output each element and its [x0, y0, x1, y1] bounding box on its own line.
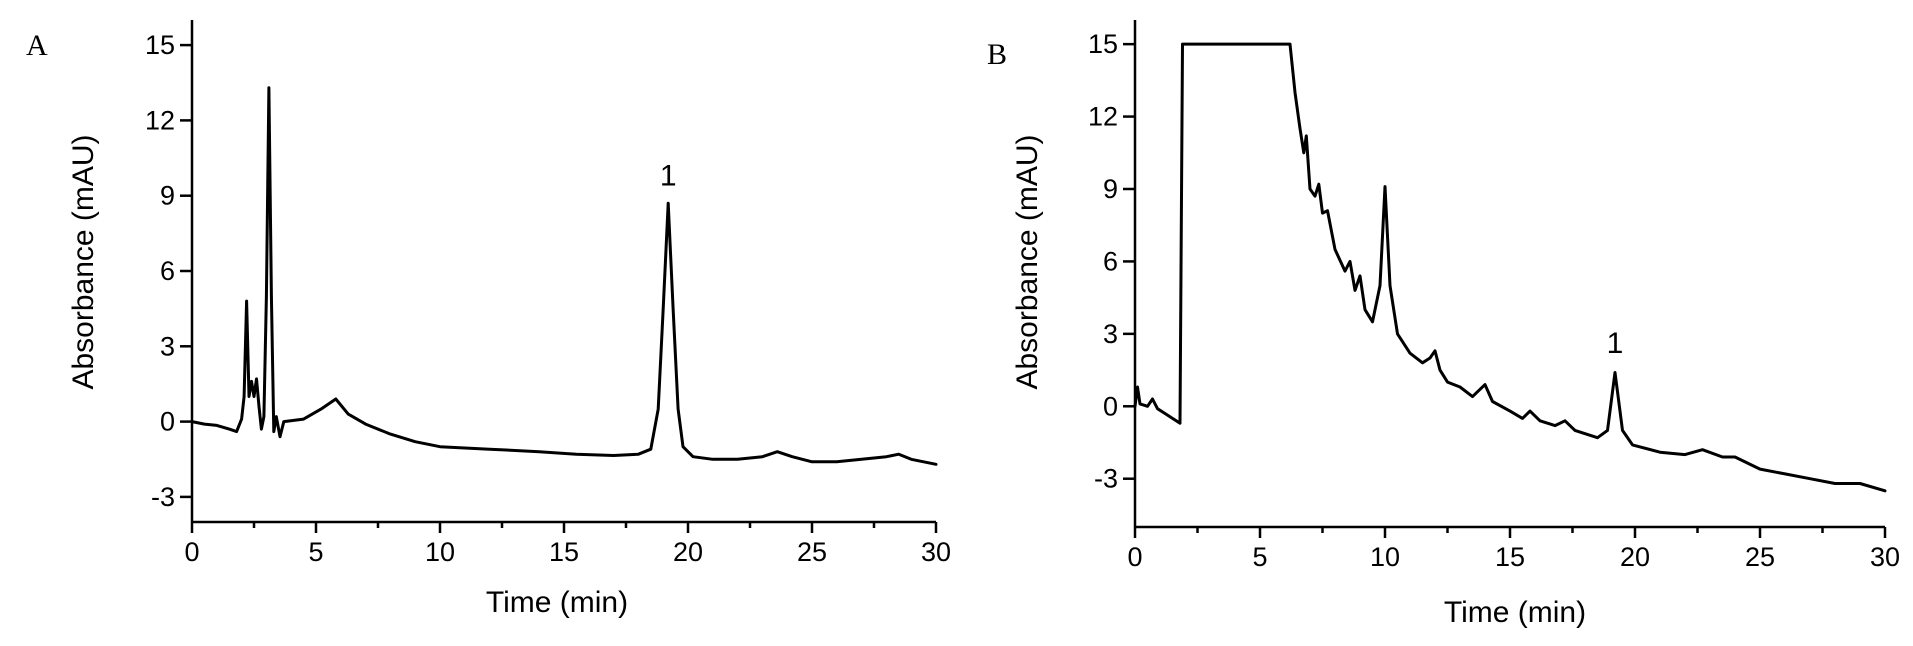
y-tick-label-a: -3 — [151, 482, 175, 512]
y-tick-label-b: 6 — [1103, 246, 1118, 276]
y-tick-label-b: 3 — [1103, 319, 1118, 349]
y-tick-label-b: 12 — [1088, 102, 1118, 132]
chart-panel-b: B Absorbance (mAU) Time (min) 0 5 10 15 20 25… — [987, 20, 1900, 629]
x-axis-label-b: Time (min) — [1444, 596, 1586, 629]
x-tick-label-b: 25 — [1745, 542, 1775, 572]
x-tick-label-a: 15 — [549, 537, 579, 567]
y-tick-label-b: 0 — [1103, 391, 1118, 421]
y-tick-label-a: 9 — [160, 181, 175, 211]
y-tick-label-b: -3 — [1094, 464, 1118, 494]
x-tick-label-b: 0 — [1127, 542, 1142, 572]
chromatogram-trace-a — [190, 86, 938, 466]
x-tick-label-a: 25 — [797, 537, 827, 567]
y-tick-label-a: 0 — [160, 407, 175, 437]
x-tick-label-a: 10 — [425, 537, 455, 567]
x-tick-label-b: 30 — [1870, 542, 1900, 572]
panel-label-a: A — [26, 29, 48, 62]
x-tick-label-b: 10 — [1370, 542, 1400, 572]
y-tick-label-b: 15 — [1088, 29, 1118, 59]
peak-label-b: 1 — [1607, 327, 1624, 360]
panel-label-b: B — [987, 38, 1007, 71]
x-tick-label-a: 0 — [184, 537, 199, 567]
x-tick-label-b: 15 — [1495, 542, 1525, 572]
y-tick-label-a: 15 — [145, 30, 175, 60]
x-tick-label-a: 20 — [673, 537, 703, 567]
y-axis-label-b: Absorbance (mAU) — [1011, 134, 1044, 389]
x-tick-label-b: 20 — [1620, 542, 1650, 572]
y-tick-label-a: 6 — [160, 256, 175, 286]
x-axis-label-a: Time (min) — [486, 586, 628, 619]
chromatogram-trace-b — [1133, 42, 1887, 493]
x-tick-label-b: 5 — [1252, 542, 1267, 572]
peak-label-a: 1 — [660, 160, 677, 193]
x-tick-label-a: 5 — [308, 537, 323, 567]
y-tick-label-a: 12 — [145, 105, 175, 135]
y-axis-label-a: Absorbance (mAU) — [67, 134, 100, 389]
chart-panel-a: A Absorbance (mAU) Time (min) 0 5 10 15 20 25… — [26, 20, 951, 619]
y-tick-label-b: 9 — [1103, 174, 1118, 204]
x-tick-label-a: 30 — [921, 537, 951, 567]
y-tick-label-a: 3 — [160, 331, 175, 361]
